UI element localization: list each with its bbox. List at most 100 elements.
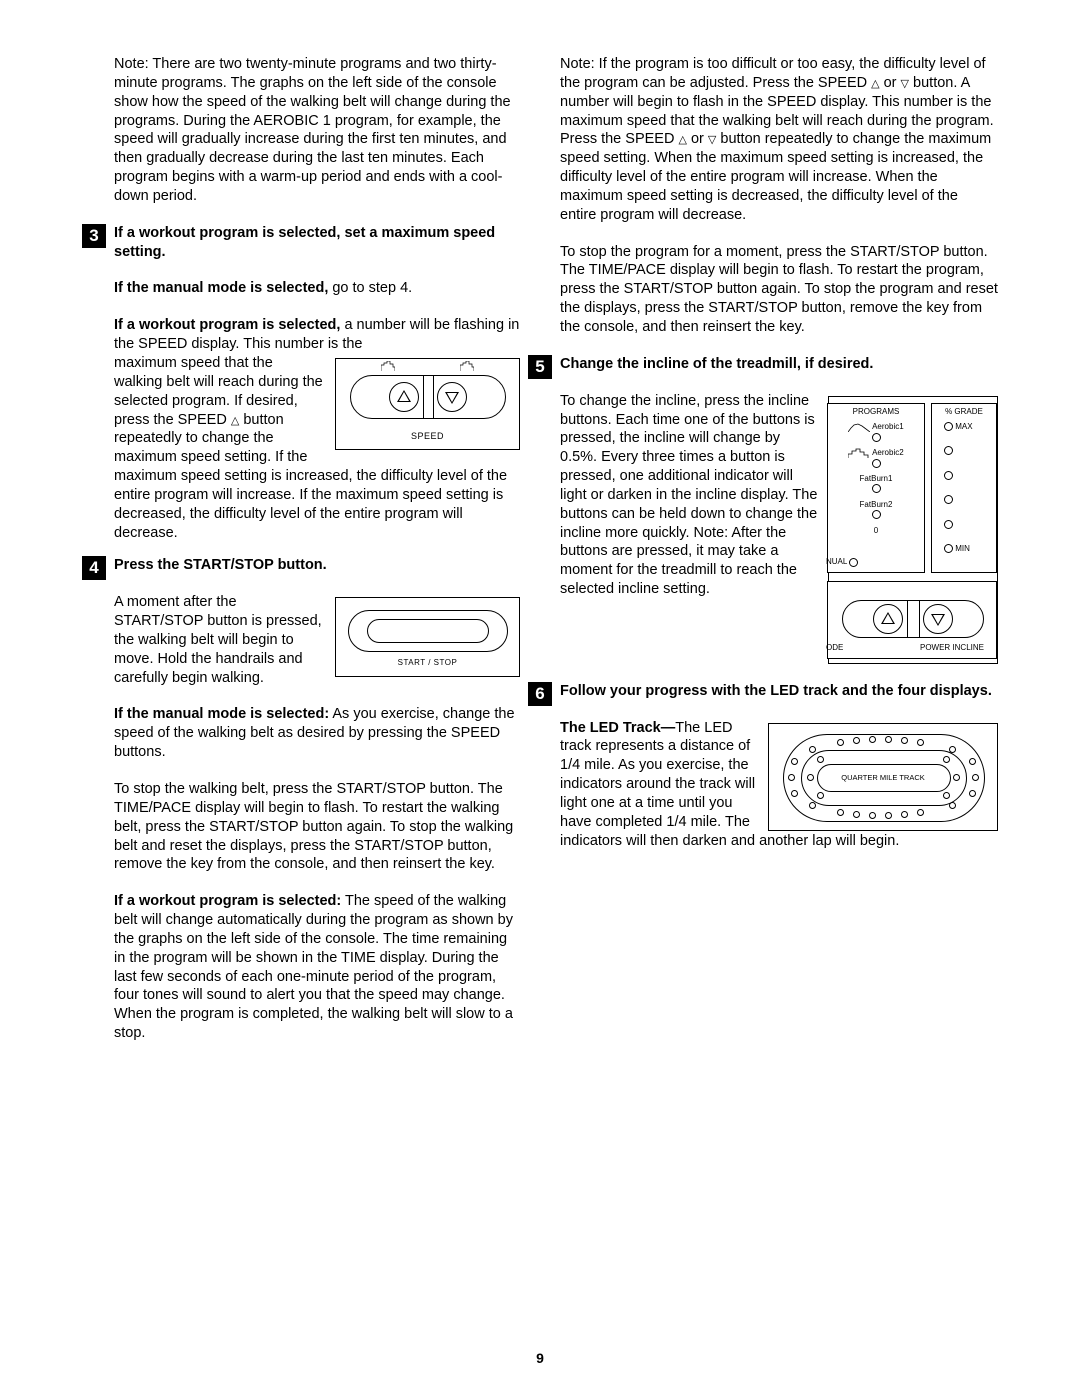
max-label: MAX [955, 422, 972, 431]
ss-inner-pill [367, 619, 489, 643]
triangle-up-icon [397, 390, 411, 402]
graph-icon [848, 448, 870, 458]
manual-text: NUAL [826, 557, 847, 566]
indicator-circle [944, 544, 953, 553]
speed-label: SPEED [336, 431, 519, 443]
aerobic2-label: Aerobic2 [872, 448, 904, 457]
track-led [791, 758, 798, 765]
track-led [788, 774, 795, 781]
track-led [853, 737, 860, 744]
track-led [869, 812, 876, 819]
page-number: 9 [0, 1349, 1080, 1367]
incline-down-button [923, 604, 953, 634]
grade-row [944, 495, 996, 505]
aerobic2-row: Aerobic2 [836, 448, 916, 474]
step-4-p3: To stop the walking belt, press the STAR… [114, 780, 520, 874]
track-led [837, 739, 844, 746]
min-label: MIN [955, 544, 970, 553]
led-track-diagram: QUARTER MILE TRACK [768, 723, 998, 831]
intro-note: Note: There are two twenty-minute progra… [82, 55, 520, 206]
step-3-p2-bold: If a workout program is selected, [114, 317, 340, 333]
manual-label: NUAL [826, 557, 858, 567]
step-number-6: 6 [528, 682, 552, 706]
graph-icon [848, 422, 870, 432]
indicator-circle [849, 558, 858, 567]
step-3-heading: If a workout program is selected, set a … [114, 224, 520, 262]
track-led [807, 774, 814, 781]
step-3-p1: If the manual mode is selected, go to st… [114, 279, 520, 298]
grade-row [944, 470, 996, 480]
step-5-heading: Change the incline of the treadmill, if … [560, 355, 998, 374]
track-led [917, 739, 924, 746]
grade-row [944, 446, 996, 456]
grade-row: MIN [944, 544, 996, 554]
step-4: 4 Press the START/STOP button. START / S… [82, 556, 520, 1043]
step-number-4: 4 [82, 556, 106, 580]
indicator-circle [944, 520, 953, 529]
indicator-circle [872, 459, 881, 468]
grade-label: % GRADE [932, 407, 996, 417]
step-4-p2: If the manual mode is selected: As you e… [114, 705, 520, 762]
step-6: 6 Follow your progress with the LED trac… [560, 682, 998, 851]
track-led [817, 756, 824, 763]
aerobic1-row: Aerobic1 [836, 422, 916, 448]
track-led [953, 774, 960, 781]
track-led [949, 802, 956, 809]
track-led [869, 736, 876, 743]
speed-pill [350, 375, 506, 419]
fatburn2-label: FatBurn2 [860, 500, 893, 509]
step-4-p4: If a workout program is selected: The sp… [114, 892, 520, 1043]
track-led [969, 790, 976, 797]
track-led [837, 809, 844, 816]
triangle-down-icon [931, 614, 945, 626]
speed-up-button [389, 382, 419, 412]
track-led [885, 812, 892, 819]
grade-row: MAX [944, 422, 996, 432]
step-4-heading: Press the START/STOP button. [114, 556, 520, 575]
step-number-5: 5 [528, 355, 552, 379]
triangle-down-icon [445, 392, 459, 404]
track-led [901, 811, 908, 818]
grade-box: % GRADE MAX MIN [931, 403, 997, 573]
step-6-heading: Follow your progress with the LED track … [560, 682, 998, 701]
indicator-circle [872, 510, 881, 519]
quarter-mile-label: QUARTER MILE TRACK [769, 773, 997, 783]
step-3-p2: If a workout program is selected, a numb… [114, 316, 520, 354]
track-led [943, 792, 950, 799]
step-3-p1-bold: If the manual mode is selected, [114, 280, 328, 296]
step-5: 5 Change the incline of the treadmill, i… [560, 355, 998, 664]
manual-page: Note: There are two twenty-minute progra… [0, 0, 1080, 1397]
grade-indicators: MAX MIN [932, 404, 996, 554]
power-incline-label: POWER INCLINE [920, 643, 984, 653]
led-track-bold: The LED Track— [560, 720, 675, 736]
track-led [969, 758, 976, 765]
programs-box: PROGRAMS Aerobic1 Aerobic2 [827, 403, 925, 573]
step-4-p4-bold: If a workout program is selected: [114, 893, 341, 909]
speed-down-button [437, 382, 467, 412]
programs-label: PROGRAMS [828, 407, 924, 417]
mini-graph-icon-right [460, 361, 474, 371]
right-column: Note: If the program is too difficult or… [560, 55, 998, 1061]
indicator-circle [944, 471, 953, 480]
indicator-circle [944, 446, 953, 455]
aerobic1-label: Aerobic1 [872, 422, 904, 431]
fatburn1-label: FatBurn1 [860, 474, 893, 483]
ode-label: ODE [826, 643, 843, 653]
track-led [949, 746, 956, 753]
step-4-p1-wrap: START / STOP A moment after the START/ST… [114, 593, 520, 687]
track-led [972, 774, 979, 781]
track-led [809, 746, 816, 753]
zero-label: 0 [874, 526, 878, 535]
fatburn2-row: FatBurn2 [836, 500, 916, 526]
step-number-3: 3 [82, 224, 106, 248]
mini-graph-icon-left [381, 361, 395, 371]
two-column-layout: Note: There are two twenty-minute progra… [82, 55, 998, 1061]
step-3-content: If a workout program is selected, a numb… [114, 316, 520, 542]
divider [433, 376, 434, 418]
grade-row [944, 519, 996, 529]
start-stop-label: START / STOP [336, 658, 519, 668]
incline-panel-diagram: PROGRAMS Aerobic1 Aerobic2 [828, 396, 998, 664]
incline-buttons-box: ODE POWER INCLINE [827, 581, 997, 659]
stop-note: To stop the program for a moment, press … [560, 243, 998, 337]
step-4-p2-bold: If the manual mode is selected: [114, 706, 329, 722]
